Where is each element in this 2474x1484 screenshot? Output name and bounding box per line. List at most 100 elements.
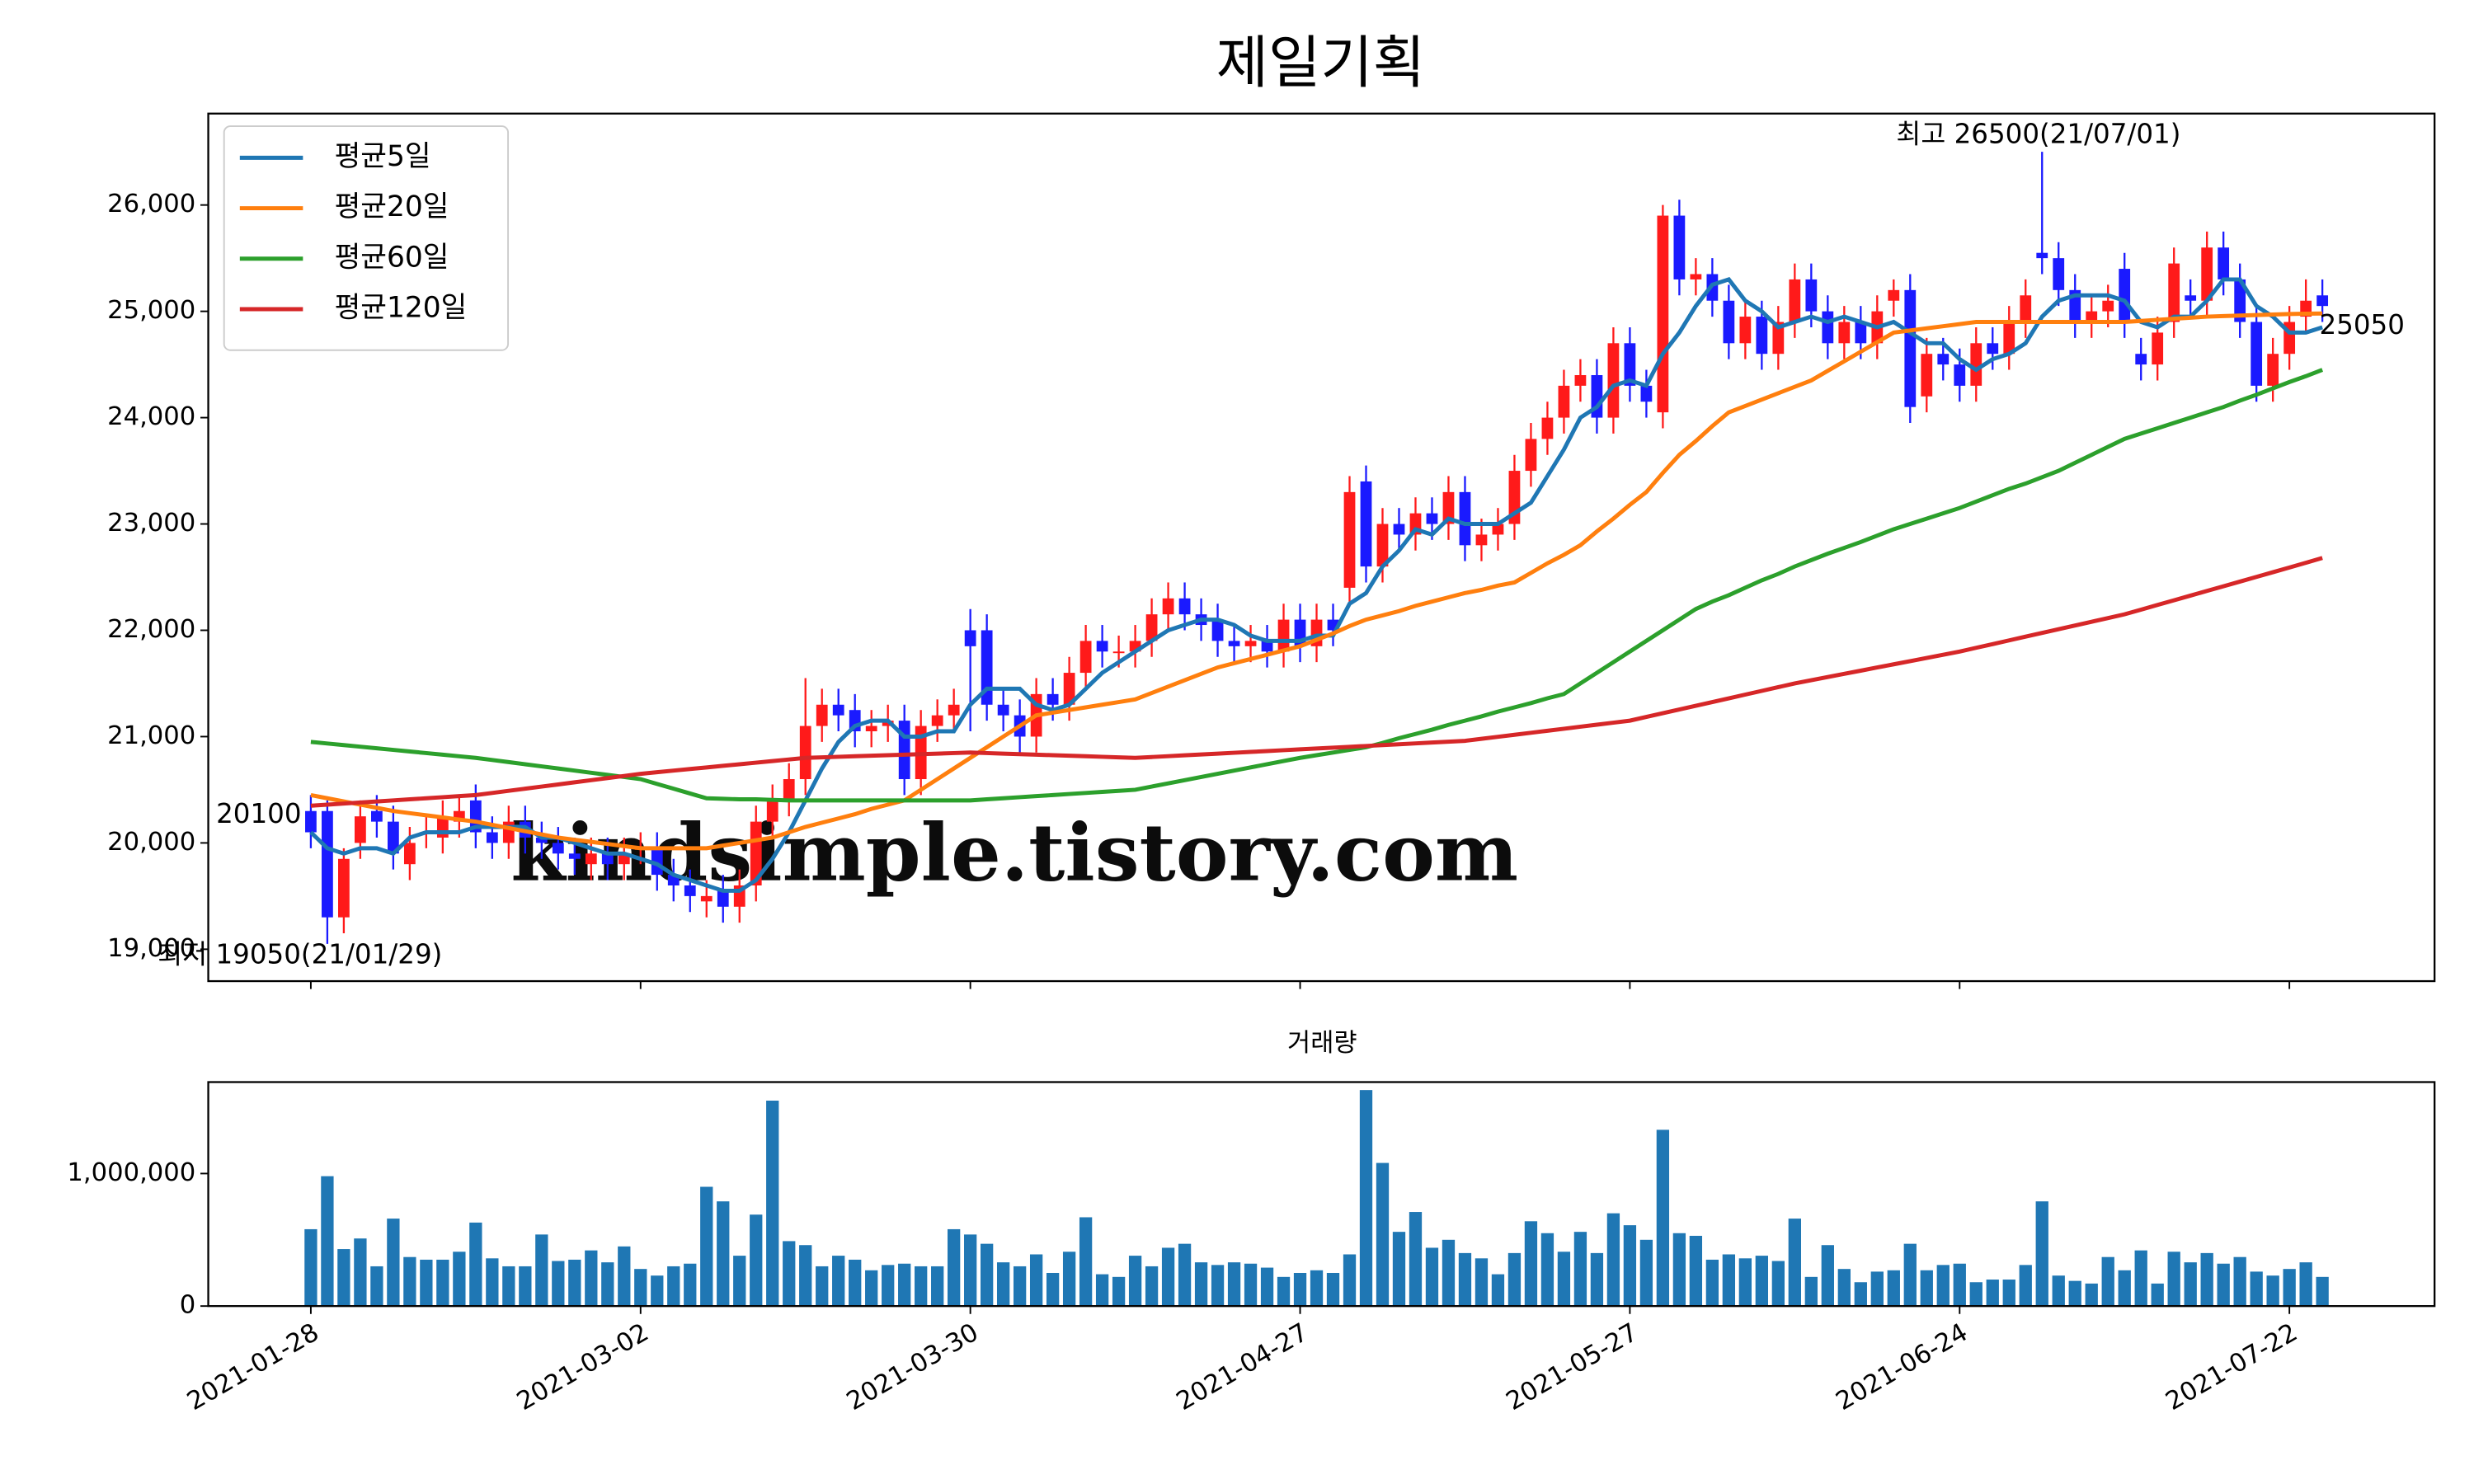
volume-bar [1112,1276,1126,1307]
legend-label: 평균5일 [335,140,431,173]
candle-body [1739,317,1752,344]
volume-bar [1953,1263,1966,1307]
candle-body [1178,598,1191,615]
volume-bar [436,1259,449,1307]
candle-body [469,800,482,833]
volume-bar [2085,1283,2098,1307]
volume-bar [2002,1280,2015,1307]
volume-bar [1293,1272,1307,1307]
annotation: 20100 [216,798,301,829]
volume-bar [1145,1266,1159,1307]
candle-body [552,843,564,854]
volume-bar [2019,1265,2032,1307]
volume-bar [2068,1280,2081,1307]
volume-bar [1557,1252,1571,1307]
candle-body [1558,385,1570,418]
volume-bar [2316,1276,2329,1307]
volume-bar [585,1250,598,1307]
candle-body [2251,322,2263,386]
ma-line [310,556,2323,808]
legend-label: 평균120일 [335,291,468,324]
candle-body [1921,354,1933,397]
volume-bar [354,1238,367,1307]
y-tick-label: 23,000 [107,509,195,538]
volume-bar [1540,1233,1554,1307]
candle-body [931,715,943,726]
volume-bar [486,1258,499,1307]
candle-body [2119,269,2131,322]
candle-body [2020,295,2032,322]
volume-bar [519,1266,532,1307]
candle-body [2152,332,2164,365]
candle-body [568,853,581,859]
volume-bar [502,1266,515,1307]
volume-y-tick-label: 1,000,000 [67,1158,195,1187]
volume-bar [865,1270,878,1307]
candle-body [1442,491,1455,524]
candle-body [1789,279,1801,322]
candle-body [717,890,729,907]
volume-bar [1903,1243,1917,1307]
volume-bar [1969,1282,1982,1307]
volume-bar [1260,1267,1274,1307]
candle-body [1937,354,1950,365]
candle-body [1145,614,1158,641]
candle-body [1838,322,1851,344]
candle-body [1211,619,1224,641]
y-tick-label: 26,000 [107,190,195,218]
volume-bar [2299,1262,2312,1307]
y-tick-label: 20,000 [107,828,195,857]
volume-bar [1771,1261,1785,1307]
volume-bar [1491,1274,1505,1307]
volume-bar [2250,1271,2263,1307]
candle-body [1492,524,1504,535]
volume-bar [766,1101,779,1307]
volume-bar [996,1262,1010,1307]
candle-body [1541,417,1554,439]
candle-body [1690,274,1702,279]
volume-bar [1046,1272,1060,1307]
candle-body [1475,534,1488,546]
volume-bar [948,1228,961,1307]
legend-box [223,125,510,351]
candle-body [1822,311,1834,344]
candle-body [2135,354,2147,365]
volume-bar [1277,1276,1291,1307]
ma-line [310,311,2323,851]
candle-body [1756,317,1768,355]
volume-bar [453,1252,466,1307]
volume-bar [1178,1243,1192,1307]
volume-bar [1722,1254,1736,1307]
candle-body [1574,374,1587,386]
volume-bar [1804,1276,1818,1307]
candle-body [898,721,910,780]
volume-bar [1409,1212,1423,1307]
legend-label: 평균60일 [335,241,449,274]
volume-bar [931,1266,944,1307]
ma-line [309,277,2323,893]
candle-body [601,853,614,865]
volume-bar [849,1259,862,1307]
candle-body [2036,252,2048,259]
volume-bar [1656,1129,1670,1307]
volume-bar [915,1266,928,1307]
volume-bar [2035,1201,2048,1307]
volume-bar [618,1246,631,1307]
volume-bar [1524,1221,1538,1307]
candle-body [2168,263,2180,322]
annotation: 최저 19050(21/01/29) [158,938,442,970]
volume-bar [1821,1245,1834,1307]
volume-bar [733,1256,746,1307]
candle-body [1047,693,1059,705]
candle-body [1162,598,1174,615]
volume-bar [2283,1269,2296,1307]
volume-bar [1986,1280,1999,1307]
volume-bar [750,1214,763,1307]
volume-bar [684,1263,697,1307]
y-tick-label: 24,000 [107,402,195,431]
volume-bar [964,1234,977,1307]
volume-bar [2134,1250,2147,1307]
volume-bar [1079,1217,1093,1307]
volume-bar [1788,1219,1801,1307]
candle-body [1607,343,1620,418]
